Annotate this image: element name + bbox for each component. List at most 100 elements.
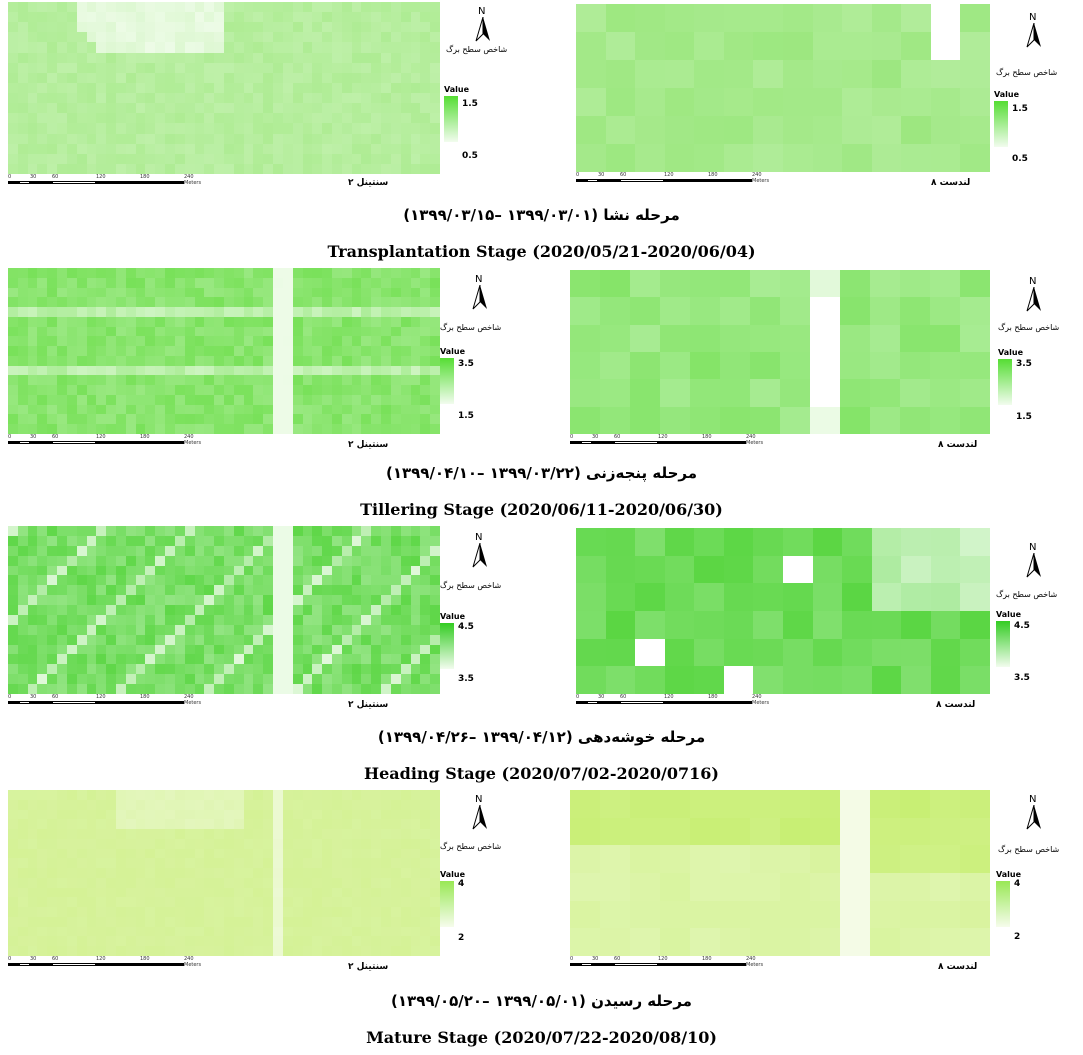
scale-bar-unit: Meters (184, 700, 202, 706)
scale-bar-segments (8, 963, 184, 966)
landsat-map-panel: 0 30 60 120 180 240 Meters لندست ۸ N شاخص سطح … (576, 4, 1081, 194)
scale-bar-tick: 240 (184, 956, 194, 962)
scale-bar-tick: 60 (620, 694, 627, 700)
legend-high-value: 4.5 (1014, 621, 1030, 631)
north-label: N (1029, 12, 1037, 23)
scale-bar-tick: 240 (746, 434, 756, 440)
scale-bar-tick: 120 (96, 174, 106, 180)
scale-bar-unit: Meters (752, 700, 770, 706)
scale-bar-tick: 240 (752, 172, 762, 178)
north-arrow-shape (1026, 805, 1041, 830)
scale-bar-ticks: 0 30 60 120 180 240 (8, 434, 198, 440)
scale-bar-ticks: 0 30 60 120 180 240 (576, 694, 766, 700)
scale-bar-ticks: 0 30 60 120 180 240 (8, 174, 198, 180)
scale-bar-segments (570, 963, 746, 966)
scale-bar-tick: 0 (8, 434, 12, 440)
scale-bar: 0 30 60 120 180 240 Meters (570, 956, 763, 972)
north-arrow-icon: N (1024, 12, 1044, 48)
scale-bar-tick: 180 (708, 172, 718, 178)
north-label: N (475, 794, 483, 805)
scale-bar-tick: 0 (576, 172, 580, 178)
landsat-lai-raster (576, 4, 990, 172)
north-arrow-shape (1026, 23, 1041, 48)
scale-bar-segments (8, 181, 184, 184)
sentinel-map-panel: 0 30 60 120 180 240 Meters سنتینل ۲ N شاخص سطح… (8, 790, 538, 980)
legend-low-value: 2 (458, 933, 465, 943)
sentinel-lai-raster (8, 526, 440, 694)
north-arrow-icon: N (470, 532, 490, 568)
sentinel-map-panel: 0 30 60 120 180 240 Meters سنتینل ۲ N شاخص سطح… (8, 2, 538, 192)
sentinel-map-panel: 0 30 60 120 180 240 Meters سنتینل ۲ N شاخص سطح… (8, 526, 538, 716)
scale-bar-ticks: 0 30 60 120 180 240 (576, 172, 766, 178)
scale-bar-tick: 60 (614, 956, 621, 962)
legend-high-value: 3.5 (1016, 359, 1032, 369)
north-arrow-icon: N (473, 6, 493, 42)
sensor-label-landsat: لندست ۸ (938, 962, 978, 972)
scale-bar: 0 30 60 120 180 240 Meters (8, 174, 201, 190)
scale-bar: 0 30 60 120 180 240 Meters (8, 694, 202, 710)
legend-color-ramp (996, 881, 1010, 927)
scale-bar-tick: 180 (140, 434, 150, 440)
scale-bar-tick: 0 (576, 694, 580, 700)
scale-bar-tick: 180 (702, 434, 712, 440)
stage-caption-english: Tillering Stage (2020/06/11-2020/06/30) (360, 500, 723, 519)
legend-low-value: 0.5 (1012, 154, 1028, 164)
scale-bar-tick: 180 (140, 694, 150, 700)
legend-value-label: Value (444, 85, 470, 94)
legend-title: شاخص سطح برگ (998, 845, 1060, 854)
landsat-lai-raster (570, 790, 990, 956)
legend-low-value: 1.5 (1016, 412, 1032, 422)
north-arrow-icon: N (1024, 276, 1044, 312)
legend-value-label: Value (996, 610, 1022, 619)
legend-color-ramp (996, 621, 1010, 667)
scale-bar-ticks: 0 30 60 120 180 240 (8, 956, 198, 962)
sensor-label-sentinel: سنتینل ۲ (348, 700, 389, 710)
scale-bar-tick: 30 (598, 172, 605, 178)
scale-bar-tick: 240 (184, 694, 194, 700)
scale-bar: 0 30 60 120 180 240 Meters (576, 172, 769, 188)
scale-bar-tick: 180 (708, 694, 718, 700)
scale-bar-segments (8, 701, 184, 704)
legend-high-value: 4 (1014, 879, 1021, 889)
north-arrow-icon: N (470, 794, 490, 830)
scale-bar-tick: 120 (664, 172, 674, 178)
scale-bar-tick: 0 (8, 956, 12, 962)
legend-low-value: 3.5 (458, 674, 474, 684)
north-arrow-shape (472, 285, 487, 310)
legend-high-value: 3.5 (458, 359, 474, 369)
scale-bar-tick: 60 (52, 956, 59, 962)
north-arrow-icon: N (1024, 794, 1044, 830)
stage-caption-persian: مرحله رسیدن (۱۳۹۹/۰۵/۰۱ –۱۳۹۹/۰۵/۲۰) (391, 992, 692, 1010)
legend-color-ramp (440, 881, 454, 927)
scale-bar-tick: 60 (52, 434, 59, 440)
legend-value-label: Value (998, 348, 1024, 357)
sentinel-lai-raster (8, 790, 440, 956)
scale-bar-tick: 180 (702, 956, 712, 962)
north-label: N (478, 6, 486, 17)
scale-bar-tick: 240 (746, 956, 756, 962)
scale-bar-tick: 0 (8, 694, 12, 700)
legend-high-value: 4 (458, 879, 465, 889)
legend-title: شاخص سطح برگ (440, 323, 502, 332)
sensor-label-sentinel: سنتینل ۲ (348, 178, 389, 188)
legend-low-value: 1.5 (458, 411, 474, 421)
legend-high-value: 1.5 (462, 99, 478, 109)
sensor-label-sentinel: سنتینل ۲ (348, 440, 389, 450)
legend-value-label: Value (994, 90, 1020, 99)
north-arrow-shape (472, 543, 487, 568)
scale-bar-tick: 120 (658, 956, 668, 962)
legend-title: شاخص سطح برگ (440, 581, 502, 590)
landsat-lai-raster (570, 270, 990, 434)
scale-bar-tick: 240 (184, 174, 194, 180)
legend-color-ramp (998, 359, 1012, 405)
scale-bar-tick: 180 (140, 174, 150, 180)
legend-color-ramp (440, 623, 454, 669)
scale-bar: 0 30 60 120 180 240 Meters (8, 956, 202, 972)
scale-bar-unit: Meters (184, 962, 202, 968)
scale-bar-tick: 0 (570, 956, 574, 962)
scale-bar-tick: 120 (96, 956, 106, 962)
scale-bar-tick: 180 (140, 956, 150, 962)
scale-bar-tick: 120 (658, 434, 668, 440)
stage-caption-persian: مرحله پنجه‌زنی (۱۳۹۹/۰۳/۲۲ –۱۳۹۹/۰۴/۱۰) (385, 464, 698, 482)
sensor-label-landsat: لندست ۸ (938, 440, 978, 450)
